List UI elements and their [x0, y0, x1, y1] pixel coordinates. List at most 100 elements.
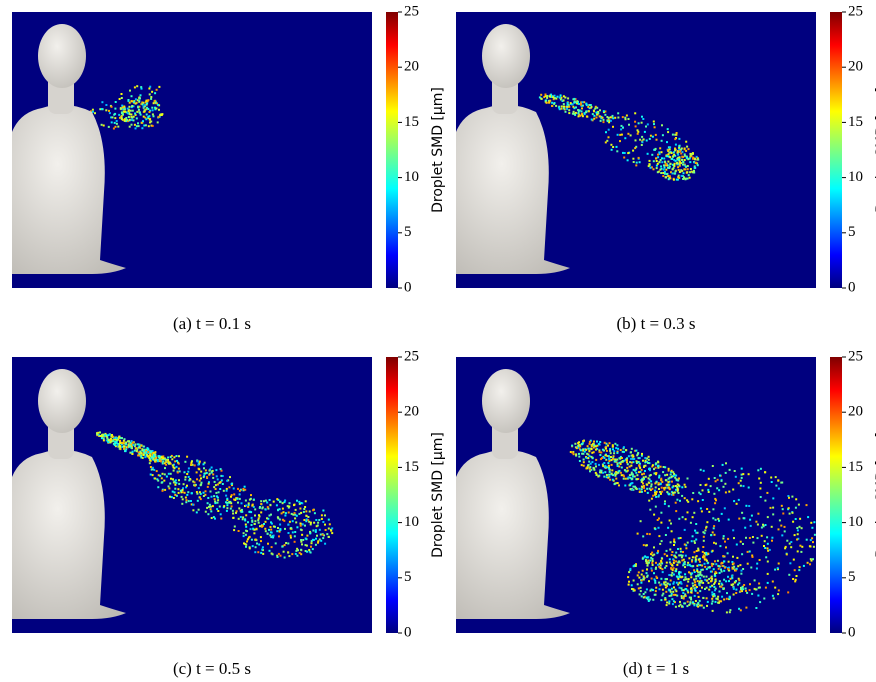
- droplet: [593, 441, 595, 443]
- droplet: [715, 601, 717, 603]
- droplet: [590, 104, 592, 106]
- droplet: [742, 473, 744, 475]
- droplet: [125, 117, 127, 119]
- droplet: [598, 464, 600, 466]
- droplet: [678, 484, 680, 486]
- droplet: [217, 497, 219, 499]
- droplet: [619, 457, 621, 459]
- droplet: [683, 579, 685, 581]
- droplet: [691, 540, 693, 542]
- droplet: [661, 481, 663, 483]
- colorbar-tick-label: 0: [404, 279, 412, 295]
- droplet: [101, 437, 103, 439]
- droplet: [205, 511, 207, 513]
- droplet: [645, 126, 647, 128]
- droplet: [309, 511, 311, 513]
- droplet: [736, 544, 738, 546]
- droplet: [251, 524, 253, 526]
- droplet: [662, 471, 664, 473]
- droplet: [603, 462, 605, 464]
- droplet: [751, 515, 753, 517]
- droplet: [719, 600, 721, 602]
- droplet: [653, 572, 655, 574]
- droplet: [111, 106, 113, 108]
- droplet: [711, 603, 713, 605]
- droplet: [596, 117, 598, 119]
- droplet: [771, 540, 773, 542]
- droplet: [245, 505, 247, 507]
- droplet: [735, 589, 737, 591]
- droplet: [207, 502, 209, 504]
- droplet: [190, 500, 192, 502]
- droplet: [665, 565, 667, 567]
- droplet: [697, 592, 699, 594]
- droplet: [219, 506, 221, 508]
- droplet: [285, 542, 287, 544]
- droplet: [279, 524, 281, 526]
- droplet: [612, 448, 614, 450]
- droplet: [244, 520, 246, 522]
- droplet: [658, 151, 660, 153]
- droplet: [663, 164, 665, 166]
- droplet: [688, 578, 690, 580]
- droplet: [203, 476, 205, 478]
- droplet: [275, 542, 277, 544]
- droplet: [292, 531, 294, 533]
- droplet: [689, 564, 691, 566]
- droplet: [735, 592, 737, 594]
- droplet: [713, 527, 715, 529]
- droplet: [244, 486, 246, 488]
- droplet: [258, 522, 260, 524]
- droplet: [209, 469, 211, 471]
- droplet: [649, 509, 651, 511]
- droplet: [678, 537, 680, 539]
- droplet: [121, 93, 123, 95]
- droplet: [678, 571, 680, 573]
- droplet: [665, 169, 667, 171]
- droplet: [695, 532, 697, 534]
- droplet: [712, 563, 714, 565]
- droplet: [249, 511, 251, 513]
- droplet: [549, 96, 551, 98]
- droplet: [321, 518, 323, 520]
- droplet: [300, 523, 302, 525]
- droplet: [704, 559, 706, 561]
- droplet: [721, 480, 723, 482]
- droplet: [593, 118, 595, 120]
- droplet: [606, 443, 608, 445]
- droplet: [129, 126, 131, 128]
- droplet: [710, 485, 712, 487]
- droplet: [203, 463, 205, 465]
- droplet: [664, 553, 666, 555]
- droplet: [649, 560, 651, 562]
- droplet: [136, 125, 138, 127]
- droplet: [186, 456, 188, 458]
- droplet: [711, 591, 713, 593]
- droplet: [573, 101, 575, 103]
- droplet: [610, 456, 612, 458]
- droplet: [697, 602, 699, 604]
- droplet: [687, 564, 689, 566]
- droplet: [722, 464, 724, 466]
- droplet: [749, 589, 751, 591]
- droplet: [127, 440, 129, 442]
- droplet: [265, 521, 267, 523]
- droplet: [112, 116, 114, 118]
- droplet: [771, 526, 773, 528]
- droplet: [671, 470, 673, 472]
- droplet: [666, 550, 668, 552]
- droplet: [662, 593, 664, 595]
- droplet: [707, 553, 709, 555]
- droplet: [236, 498, 238, 500]
- droplet: [154, 451, 156, 453]
- droplet: [131, 119, 133, 121]
- droplet: [147, 100, 149, 102]
- droplet: [321, 514, 323, 516]
- droplet: [152, 109, 154, 111]
- droplet: [714, 560, 716, 562]
- droplet: [608, 474, 610, 476]
- droplet: [163, 480, 165, 482]
- droplet: [659, 563, 661, 565]
- droplet: [173, 456, 175, 458]
- droplet: [258, 514, 260, 516]
